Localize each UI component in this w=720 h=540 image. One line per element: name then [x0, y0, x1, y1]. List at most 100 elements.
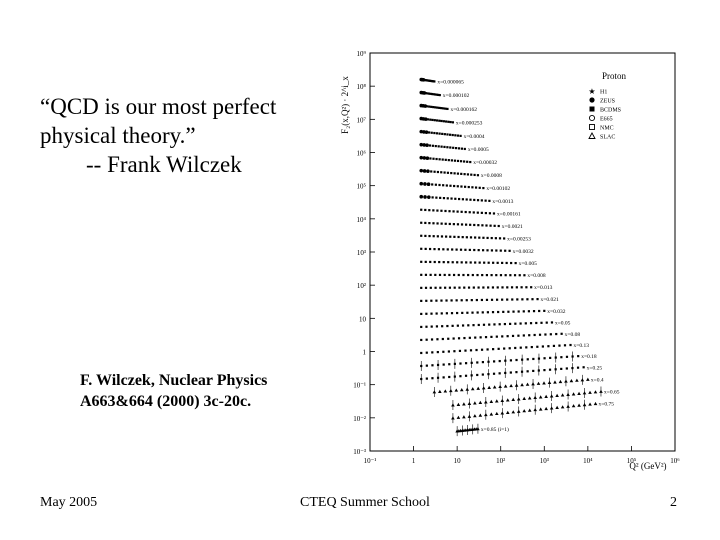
data-point — [456, 210, 459, 213]
data-point — [473, 248, 476, 252]
data-point — [549, 356, 552, 359]
data-point — [495, 335, 498, 338]
data-point — [438, 132, 441, 135]
data-point-triangle — [527, 408, 532, 412]
data-point — [435, 312, 438, 315]
data-point — [420, 286, 423, 289]
data-point — [459, 160, 463, 163]
data-point — [541, 345, 544, 348]
data-point — [476, 361, 479, 364]
data-point — [456, 134, 460, 137]
x-tick-label: 10² — [496, 457, 505, 465]
data-point — [447, 337, 450, 340]
data-point — [466, 173, 470, 176]
data-point — [543, 357, 546, 360]
data-point — [470, 361, 473, 364]
data-point — [427, 92, 431, 95]
x-axis-title: Q² (GeV²) — [629, 461, 666, 471]
filled-circle-icon — [589, 97, 595, 103]
data-point-triangle — [558, 379, 563, 384]
data-point — [532, 310, 536, 313]
data-point — [460, 147, 464, 150]
data-point — [420, 234, 423, 237]
data-point-triangle — [586, 377, 590, 381]
data-point-triangle — [456, 402, 461, 406]
data-point — [435, 119, 439, 122]
open-triangle-icon — [588, 132, 596, 139]
data-point — [441, 325, 444, 328]
data-point-triangle — [476, 427, 480, 431]
data-point — [428, 144, 432, 147]
data-point — [438, 183, 441, 187]
data-point-triangle — [465, 387, 470, 391]
data-point — [433, 80, 436, 83]
data-point-triangle — [544, 406, 548, 411]
data-point — [536, 298, 539, 301]
data-point-triangle — [553, 380, 557, 384]
data-point — [486, 348, 489, 351]
data-point — [446, 324, 449, 328]
data-point-triangle — [476, 386, 481, 390]
data-point — [508, 249, 511, 252]
data-point — [499, 274, 503, 277]
data-point — [446, 107, 449, 111]
data-point — [444, 286, 447, 289]
data-point-triangle — [580, 378, 585, 382]
data-point — [432, 235, 435, 238]
data-point — [461, 324, 465, 327]
data-point-zeus — [426, 182, 431, 187]
data-point-triangle — [500, 398, 505, 402]
legend-label: ZEUS — [600, 99, 615, 105]
data-point — [444, 222, 447, 225]
data-point — [429, 157, 432, 160]
data-point — [424, 92, 427, 95]
bin-label: x=0.0032 — [513, 249, 534, 255]
data-point — [538, 333, 542, 336]
quote-line-2: physical theory.” — [40, 123, 196, 148]
data-point — [435, 132, 439, 135]
data-point — [497, 224, 500, 228]
data-point — [469, 198, 472, 201]
data-point — [420, 325, 423, 329]
data-point-triangle — [527, 396, 532, 400]
data-point — [461, 311, 464, 314]
data-point — [501, 286, 504, 289]
data-point — [480, 298, 484, 302]
data-point — [451, 324, 454, 327]
data-point — [446, 146, 449, 149]
data-point — [442, 184, 445, 187]
data-point — [444, 158, 447, 161]
data-point — [487, 261, 490, 264]
data-point-triangle — [582, 391, 587, 395]
data-point-triangle — [467, 414, 472, 418]
data-point — [453, 235, 456, 238]
data-point — [475, 298, 478, 302]
data-point — [512, 310, 515, 313]
data-point — [465, 198, 468, 201]
y-axis-title: F₂(x,Q²) · 2^i_x — [340, 76, 350, 134]
data-point — [424, 273, 428, 276]
data-point — [452, 273, 456, 277]
bin-label: x=0.65 — [604, 390, 620, 396]
data-point-zeus — [419, 129, 424, 134]
data-point — [425, 338, 428, 341]
data-point — [437, 248, 441, 251]
data-point-zeus — [425, 156, 430, 161]
data-point — [446, 171, 450, 174]
data-point-zeus — [427, 195, 431, 199]
data-point — [456, 261, 459, 264]
data-point — [444, 209, 447, 213]
data-point — [463, 160, 466, 163]
data-point-triangle — [495, 411, 499, 416]
data-point — [445, 312, 448, 315]
data-point — [481, 224, 484, 227]
data-point — [526, 370, 529, 373]
data-point — [523, 274, 526, 277]
data-point — [440, 145, 443, 148]
data-point — [442, 120, 445, 123]
data-point — [482, 186, 485, 190]
data-point — [467, 324, 470, 327]
bin-label: x=0.00032 — [473, 160, 497, 166]
bin-label: x=0.0005 — [468, 147, 489, 153]
data-point — [482, 236, 485, 239]
